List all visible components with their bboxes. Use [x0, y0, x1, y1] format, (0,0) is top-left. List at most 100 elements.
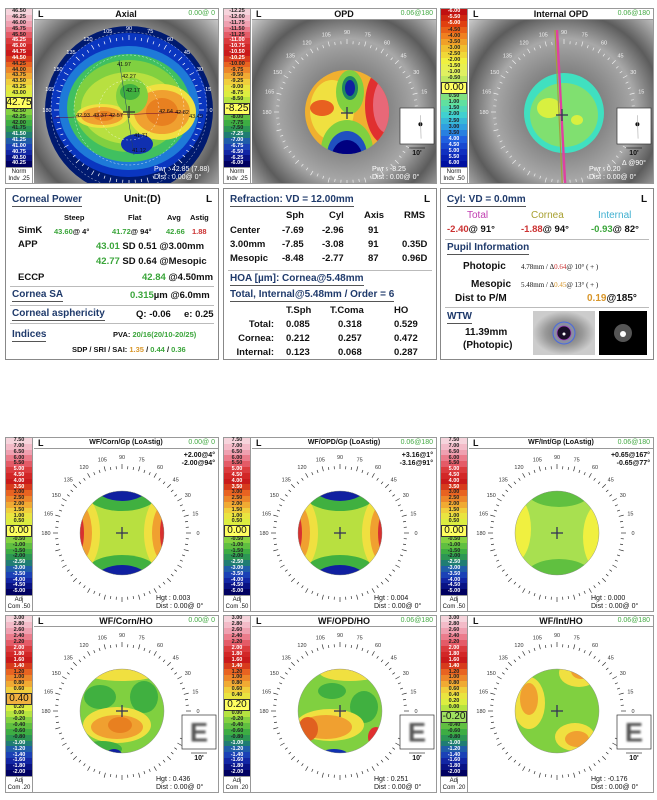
color-scale-tick: -4.50 [6, 583, 32, 590]
degree-tick [630, 99, 634, 101]
wf-int-gp-map-panel[interactable]: 7.50 7.00 6.50 6.00 5.50 5.00 4.50 4.00 3.50 3.00… [440, 437, 654, 612]
degree-tick [60, 84, 64, 87]
map-plot-area[interactable]: L WF/OPD/Gp (LoAstig) 0.06@180 0 15 30 45 60 75 9… [252, 438, 436, 611]
map-contour [525, 559, 593, 575]
degree-tick [86, 167, 90, 170]
wf-int-ho-map-panel[interactable]: 3.00 2.80 2.60 2.40 2.20 2.00 1.80 1.60 1.40 1.20… [440, 615, 654, 793]
degree-label: 75 [574, 458, 580, 464]
degree-label: 75 [574, 636, 580, 642]
photopic-offset: 0.64 [554, 263, 567, 271]
degree-tick [69, 149, 72, 153]
degree-tick [146, 37, 149, 43]
degree-tick [593, 763, 596, 767]
divider [10, 286, 214, 287]
color-scale-tick: 2.20 [224, 639, 250, 646]
degree-tick [375, 47, 378, 51]
degree-label: 15 [192, 689, 198, 695]
color-scale-tick: -0.60 [441, 728, 467, 735]
degree-tick [277, 123, 281, 125]
degree-tick [55, 543, 60, 545]
internal-opd-map-panel[interactable]: -6.00 -5.50 -5.00 -4.50 -4.00 -3.50 -3.00 -2.50… [440, 8, 654, 184]
degree-label: 0 [196, 709, 199, 715]
degree-tick [593, 655, 596, 659]
zone-ring [73, 54, 185, 166]
degree-tick [182, 62, 186, 66]
color-scale-tick: 4.50 [224, 472, 250, 479]
degree-label: 90 [561, 30, 567, 36]
color-scale-tick: 0.50 [441, 93, 467, 101]
map-plot-area[interactable]: L Axial 0.00@ 0 0 15 30 45 60 75 90 105 120 135 150 16… [34, 9, 218, 183]
color-scale-tick: -1.00 [441, 69, 467, 76]
degree-label: 165 [262, 689, 271, 695]
degree-tick [361, 771, 364, 775]
color-scale-tick: -2.00 [6, 770, 32, 777]
color-scale-tick: 46.00 [6, 20, 32, 27]
map-plot-area[interactable]: L WF/Int/HO 0.06@180 0 15 30 45 60 75 90 105 120 135… [469, 616, 653, 792]
degree-tick [177, 498, 182, 502]
scale-type-label: Adj Com .20 [6, 776, 32, 793]
degree-tick [153, 766, 157, 771]
degree-tick [408, 81, 412, 84]
degree-tick [605, 573, 609, 577]
degree-tick [168, 50, 172, 53]
cyl-pupil-panel: Cyl: VD = 0.0mm L Total Cornea Internal … [440, 188, 654, 360]
scale-type: Adj [449, 596, 459, 603]
degree-tick [369, 175, 372, 179]
power-reading: 42.82 [175, 110, 189, 116]
degree-tick [83, 477, 86, 481]
power-reading: 42.57 [109, 113, 123, 119]
wf-opd-gp-map-panel[interactable]: 7.50 7.00 6.50 6.00 5.50 5.00 4.50 4.00 3.50 3.00… [223, 437, 437, 612]
degree-tick [397, 504, 401, 507]
degree-tick [490, 521, 495, 523]
degree-tick [398, 66, 402, 69]
color-scale-tick: 0.50 [6, 519, 32, 525]
degree-tick [282, 81, 286, 84]
color-scale-tick: -1.20 [6, 746, 32, 753]
separator: / [143, 345, 151, 354]
pupil-info-title: Pupil Information [447, 242, 530, 255]
degree-tick [605, 751, 609, 755]
power-reading: 41.12 [132, 148, 146, 154]
degree-tick [366, 650, 369, 654]
refraction-title: Refraction: VD = 12.00mm [230, 194, 354, 207]
degree-label: 105 [316, 636, 325, 642]
color-scale-tick: -3.50 [441, 39, 467, 46]
color-scale-tick: 5.50 [6, 461, 32, 467]
axial-map-panel[interactable]: 46.50 46.25 46.00 45.75 45.50 45.25 45.00 44.75… [5, 8, 219, 184]
degree-tick [607, 163, 610, 167]
col-steep: Steep [64, 213, 85, 222]
degree-tick [533, 173, 536, 177]
color-scale-tick: -1.00 [6, 740, 32, 747]
degree-label: 120 [519, 41, 528, 47]
wf-corn-gp-map-panel[interactable]: 7.50 7.00 6.50 6.00 5.50 5.00 4.50 4.00 3.50 3.00… [5, 437, 219, 612]
wf-corn-ho-map-panel[interactable]: 3.00 2.80 2.60 2.40 2.20 2.00 1.80 1.60 1.40 1.20… [5, 615, 219, 793]
degree-tick [152, 175, 155, 179]
degree-label: 30 [403, 671, 409, 677]
color-scale-tick: -2.50 [6, 560, 32, 566]
degree-tick [311, 590, 314, 594]
map-plot-area[interactable]: L WF/Corn/HO 0.00@ 0 0 15 30 45 60 75 90 105 120 135… [34, 616, 218, 792]
color-scale-tick: 1.60 [6, 657, 32, 664]
map-plot-area[interactable]: L WF/Corn/Gp (LoAstig) 0.00@ 0 0 15 30 45 60 75 9… [34, 438, 218, 611]
wtw-title: WTW [447, 311, 472, 324]
color-scale-tick: 7.50 [441, 437, 467, 444]
degree-tick [288, 573, 292, 577]
map-plot-area[interactable]: L WF/OPD/HO 0.06@180 0 15 30 45 60 75 90 105 120 135… [252, 616, 436, 792]
wf-opd-ho-map-panel[interactable]: 3.00 2.80 2.60 2.40 2.20 2.00 1.80 1.60 1.40 1.20… [223, 615, 437, 793]
degree-tick [539, 175, 542, 179]
degree-label: 150 [53, 67, 62, 73]
color-scale-tick: 5.50 [441, 154, 467, 161]
degree-tick [401, 514, 407, 517]
opd-map-panel[interactable]: -12.25 -12.00 -11.75 -11.50 -11.25 -11.00 -10.… [223, 8, 437, 184]
degree-label: 165 [262, 511, 271, 517]
map-plot-area[interactable]: LOPD0.06@1800153045607590105120135150165… [252, 9, 436, 183]
degree-tick [501, 494, 505, 497]
color-scale-tick: -3.50 [441, 571, 467, 578]
degree-tick [194, 84, 198, 87]
degree-tick [376, 585, 379, 589]
degree-tick [394, 159, 399, 164]
degree-tick [138, 466, 141, 472]
map-plot-area[interactable]: L WF/Int/Gp (LoAstig) 0.06@180 0 15 30 45 60 75 9… [469, 438, 653, 611]
degree-label: 105 [103, 29, 112, 35]
